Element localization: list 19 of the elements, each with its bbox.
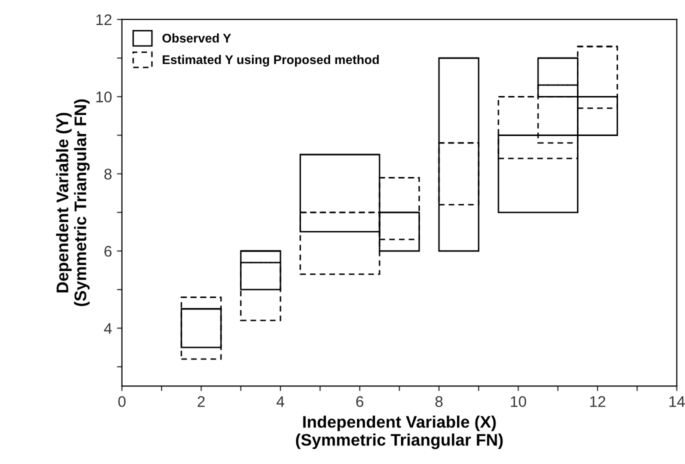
x-tick-label: 12 bbox=[590, 396, 606, 407]
x-tick-label: 8 bbox=[435, 396, 443, 407]
bar bbox=[180, 296, 222, 360]
x-tick-label: 2 bbox=[198, 396, 205, 407]
legend-label: Observed Y bbox=[162, 33, 231, 43]
x-axis-title: Independent Variable (X) (Symmetric Triangular FN) bbox=[296, 416, 503, 450]
bar bbox=[438, 57, 480, 252]
x-tick-label: 10 bbox=[510, 396, 526, 407]
y-tick-label: 10 bbox=[96, 92, 112, 102]
x-tick-label: 4 bbox=[276, 396, 284, 407]
y-axis-title: Dependent Variable (Y) (Symmetric Triangular FN) bbox=[56, 99, 90, 306]
x-tick-label: 0 bbox=[118, 396, 126, 407]
x-tick-label: 6 bbox=[356, 396, 364, 407]
legend-label: Estimated Y using Proposed method bbox=[162, 54, 379, 67]
y-tick-label: 6 bbox=[104, 246, 112, 257]
y-tick-label: 4 bbox=[104, 323, 112, 334]
x-tick-label: 14 bbox=[669, 396, 685, 407]
y-tick-label: 8 bbox=[104, 168, 112, 180]
y-tick-label: 12 bbox=[96, 14, 112, 26]
